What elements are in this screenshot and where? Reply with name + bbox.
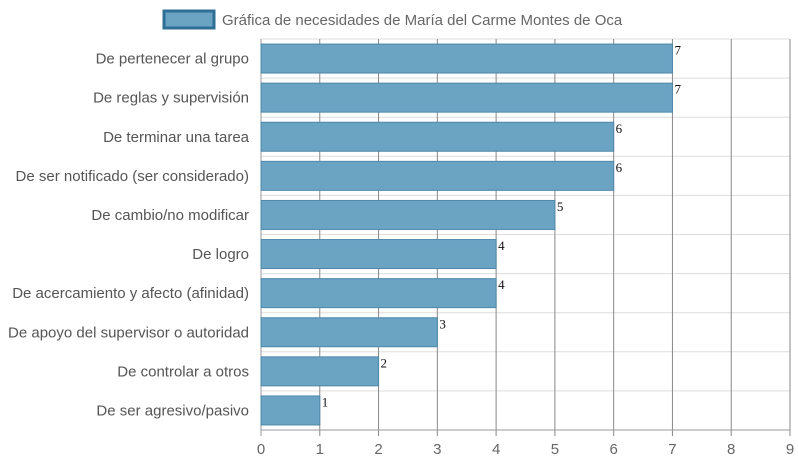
bar[interactable] [260, 82, 673, 113]
x-tick-label: 5 [551, 441, 559, 458]
data-label: 7 [674, 82, 681, 97]
bar[interactable] [260, 160, 615, 191]
category-label: De logro [192, 246, 249, 263]
category-label: De terminar una tarea [103, 129, 250, 146]
data-label: 7 [674, 43, 681, 58]
bar[interactable] [260, 239, 497, 270]
x-tick-label: 0 [257, 441, 265, 458]
category-label: De apoyo del supervisor o autoridad [8, 324, 249, 341]
category-label: De cambio/no modificar [91, 207, 249, 224]
category-label: De ser notificado (ser considerado) [16, 168, 249, 185]
bars-layer [260, 43, 673, 426]
data-label: 4 [498, 238, 505, 253]
data-label: 1 [322, 394, 329, 409]
bar[interactable] [260, 199, 556, 230]
x-tick-label: 2 [374, 441, 382, 458]
data-label: 6 [616, 160, 623, 175]
bar[interactable] [260, 356, 380, 387]
bar[interactable] [260, 317, 438, 348]
category-label: De pertenecer al grupo [96, 51, 249, 68]
x-tick-label: 8 [727, 441, 735, 458]
x-tick-label: 4 [492, 441, 500, 458]
category-label: De ser agresivo/pasivo [96, 402, 249, 419]
category-label: De reglas y supervisión [93, 90, 249, 107]
labels-layer: De pertenecer al grupo 7 De reglas y super… [8, 43, 681, 420]
x-tick-label: 6 [609, 441, 617, 458]
data-label: 3 [439, 316, 446, 331]
x-tick-label: 9 [786, 441, 794, 458]
legend-label[interactable]: Gráfica de necesidades de María del Carm… [222, 12, 623, 29]
bar[interactable] [260, 121, 615, 152]
x-tick-label: 3 [433, 441, 441, 458]
x-tick-label: 1 [316, 441, 324, 458]
bar[interactable] [260, 278, 497, 309]
axis-layer: 0 1 2 3 4 5 6 7 8 9 [257, 429, 794, 458]
data-label: 2 [381, 355, 388, 370]
bar[interactable] [260, 43, 673, 74]
data-label: 4 [498, 277, 505, 292]
legend-swatch[interactable] [162, 9, 216, 30]
category-label: De acercamiento y afecto (afinidad) [12, 285, 249, 302]
data-label: 5 [557, 199, 564, 214]
bar[interactable] [260, 395, 321, 426]
data-label: 6 [616, 121, 623, 136]
x-tick-label: 7 [668, 441, 676, 458]
category-label: De controlar a otros [117, 363, 249, 380]
chart-legend[interactable]: Gráfica de necesidades de María del Carm… [162, 9, 623, 30]
